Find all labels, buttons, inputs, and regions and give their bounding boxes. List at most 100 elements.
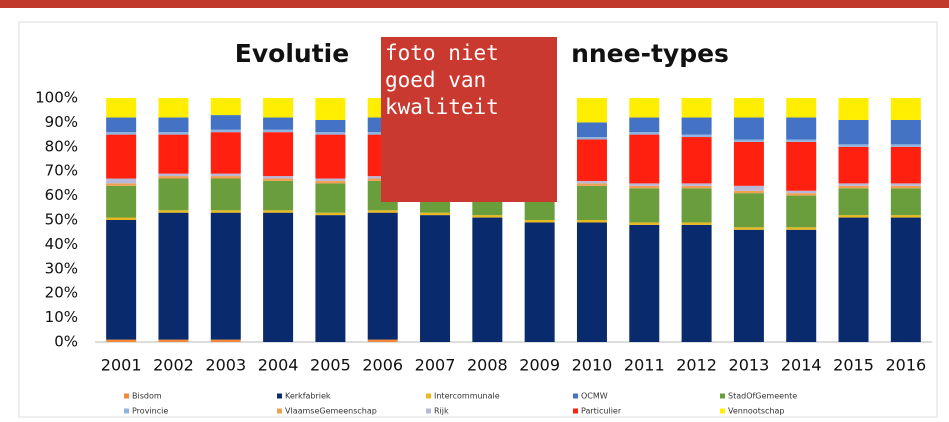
- bar-segment: [106, 98, 137, 118]
- y-tick-label: 60%: [45, 186, 78, 204]
- bar-segment: [106, 132, 137, 135]
- bar-segment: [158, 212, 189, 340]
- legend-swatch: [124, 408, 129, 414]
- bar-segment: [681, 224, 712, 342]
- y-tick-label: 30%: [45, 259, 78, 277]
- legend-swatch: [426, 408, 431, 414]
- bar-segment: [210, 129, 241, 133]
- bar-segment: [315, 212, 346, 216]
- bar-segment: [629, 188, 660, 223]
- legend-label: Bisdom: [132, 392, 162, 401]
- bar-segment: [838, 183, 869, 186]
- bar-segment: [576, 220, 607, 223]
- bar-segment: [315, 178, 346, 181]
- frame: [18, 21, 938, 418]
- bar-segment: [315, 98, 346, 120]
- bar-segment: [890, 185, 921, 189]
- bar-segment: [263, 132, 294, 177]
- legend-label: Provincie: [132, 407, 168, 416]
- legend-swatch: [124, 393, 129, 399]
- bar-segment: [524, 220, 555, 223]
- bar-segment: [576, 222, 607, 342]
- bar-segment: [576, 183, 607, 186]
- bar-segment: [890, 188, 921, 216]
- bar-segment: [838, 215, 869, 218]
- bar-segment: [106, 183, 137, 186]
- y-tick-label: 50%: [45, 211, 78, 229]
- bar-segment: [733, 141, 764, 186]
- bar-segment: [158, 117, 189, 133]
- bar-segment: [733, 229, 764, 342]
- legend-swatch: [573, 408, 578, 414]
- legend-label: StadOfGemeente: [728, 392, 797, 401]
- bar-segment: [106, 217, 137, 220]
- bar-segment: [733, 139, 764, 142]
- bar-segment: [786, 117, 817, 140]
- bar-segment: [838, 98, 869, 120]
- bar-segment: [786, 141, 817, 191]
- bar-segment: [420, 212, 451, 216]
- legend-swatch: [426, 393, 431, 399]
- x-tick-label: 2009: [519, 356, 560, 375]
- bar-segment: [158, 210, 189, 213]
- bar-segment: [210, 178, 241, 211]
- x-tick-label: 2007: [415, 356, 456, 375]
- bar-segment: [629, 117, 660, 133]
- bar-segment: [786, 193, 817, 196]
- bar-segment: [576, 185, 607, 220]
- bar-segment: [367, 210, 398, 213]
- bar-segment: [576, 137, 607, 140]
- bar-segment: [786, 229, 817, 342]
- legend-label: Vennootschap: [728, 407, 784, 416]
- bar-segment: [472, 217, 503, 342]
- bar-segment: [629, 98, 660, 118]
- x-tick-label: 2006: [362, 356, 403, 375]
- bar-segment: [681, 134, 712, 138]
- bar-segment: [524, 222, 555, 342]
- bar-segment: [367, 212, 398, 340]
- y-tick-label: 80%: [45, 137, 78, 155]
- x-tick-label: 2004: [258, 356, 299, 375]
- legend-swatch: [573, 393, 578, 399]
- chart-title: Evolutie: [235, 39, 349, 68]
- legend-label: VlaamseGemeenschap: [285, 407, 377, 416]
- bar-segment: [838, 146, 869, 184]
- legend-label: Intercommunale: [434, 392, 500, 401]
- bar-segment: [838, 185, 869, 189]
- bar-segment: [786, 195, 817, 228]
- bar-segment: [106, 339, 137, 342]
- bar-segment: [158, 178, 189, 211]
- bar-segment: [786, 98, 817, 118]
- bar-segment: [158, 98, 189, 118]
- bar-segment: [733, 227, 764, 230]
- bar-segment: [315, 183, 346, 213]
- x-tick-label: 2005: [310, 356, 351, 375]
- bar-segment: [629, 224, 660, 342]
- legend-swatch: [720, 393, 725, 399]
- bar-segment: [838, 217, 869, 342]
- annotation: goed van: [385, 68, 486, 92]
- bar-segment: [210, 115, 241, 130]
- y-tick-label: 70%: [45, 162, 78, 180]
- x-tick-label: 2012: [676, 356, 717, 375]
- bar-segment: [315, 132, 346, 135]
- overlay-box: [381, 37, 557, 202]
- chart-title: nnee-types: [571, 39, 729, 68]
- bar-segment: [681, 222, 712, 225]
- y-tick-label: 100%: [35, 89, 78, 107]
- legend-label: Kerkfabriek: [285, 392, 331, 401]
- bar-segment: [472, 215, 503, 218]
- x-tick-label: 2003: [205, 356, 246, 375]
- y-tick-label: 0%: [54, 333, 78, 351]
- legend-swatch: [277, 408, 282, 414]
- bar-segment: [210, 132, 241, 174]
- bar-segment: [786, 190, 817, 194]
- x-tick-label: 2014: [781, 356, 822, 375]
- bar-segment: [210, 210, 241, 213]
- y-tick-label: 40%: [45, 235, 78, 253]
- bar-segment: [210, 176, 241, 179]
- bar-segment: [315, 134, 346, 179]
- bar-segment: [210, 339, 241, 342]
- bar-segment: [629, 134, 660, 184]
